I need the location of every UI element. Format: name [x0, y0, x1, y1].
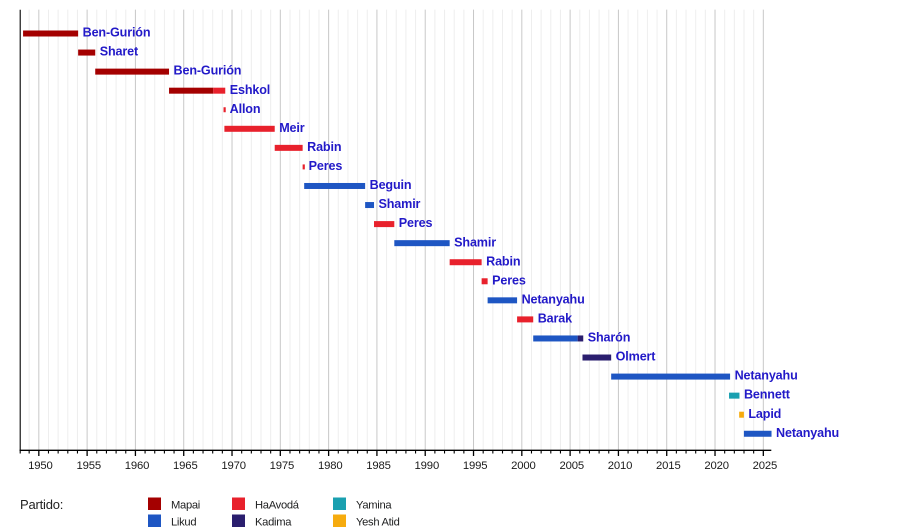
svg-text:Netanyahu: Netanyahu — [522, 292, 585, 306]
svg-text:Allon: Allon — [230, 102, 261, 116]
svg-text:Yamina: Yamina — [356, 500, 392, 512]
svg-text:1990: 1990 — [415, 460, 440, 472]
svg-text:2020: 2020 — [704, 460, 729, 472]
svg-text:Netanyahu: Netanyahu — [735, 369, 798, 383]
svg-text:1970: 1970 — [221, 460, 246, 472]
svg-text:Lapid: Lapid — [748, 407, 781, 421]
svg-text:Peres: Peres — [492, 273, 526, 287]
svg-text:1985: 1985 — [366, 460, 391, 472]
svg-text:Olmert: Olmert — [616, 350, 657, 364]
svg-text:Kadima: Kadima — [255, 517, 292, 529]
svg-text:Bennett: Bennett — [744, 388, 791, 402]
svg-text:1950: 1950 — [28, 460, 53, 472]
svg-text:1975: 1975 — [270, 460, 295, 472]
svg-text:Partido:: Partido: — [20, 497, 63, 512]
svg-text:1965: 1965 — [173, 460, 198, 472]
svg-text:Ben-Gurión: Ben-Gurión — [174, 64, 242, 78]
svg-text:2010: 2010 — [608, 460, 633, 472]
svg-text:Yesh Atid: Yesh Atid — [356, 517, 400, 529]
svg-text:Eshkol: Eshkol — [230, 83, 270, 97]
svg-text:2025: 2025 — [753, 460, 778, 472]
svg-text:1980: 1980 — [318, 460, 343, 472]
svg-text:Sharón: Sharón — [588, 331, 630, 345]
svg-text:2000: 2000 — [511, 460, 536, 472]
svg-text:2005: 2005 — [559, 460, 584, 472]
svg-text:Barak: Barak — [538, 312, 573, 326]
svg-text:Peres: Peres — [399, 216, 433, 230]
svg-text:Rabin: Rabin — [486, 254, 520, 268]
svg-text:1960: 1960 — [125, 460, 150, 472]
svg-text:Rabin: Rabin — [307, 140, 341, 154]
svg-text:2015: 2015 — [656, 460, 681, 472]
svg-text:Netanyahu: Netanyahu — [776, 426, 839, 440]
svg-text:Ben-Gurión: Ben-Gurión — [83, 26, 151, 40]
svg-text:Meir: Meir — [279, 121, 305, 135]
svg-text:Likud: Likud — [171, 517, 196, 529]
svg-text:HaAvodá: HaAvodá — [255, 500, 300, 512]
svg-text:1995: 1995 — [463, 460, 488, 472]
svg-text:Sharet: Sharet — [100, 45, 139, 59]
svg-text:1955: 1955 — [76, 460, 101, 472]
svg-text:Shamir: Shamir — [454, 235, 496, 249]
svg-text:Shamir: Shamir — [379, 197, 421, 211]
svg-text:Beguin: Beguin — [370, 178, 412, 192]
svg-text:Mapai: Mapai — [171, 500, 200, 512]
svg-text:Peres: Peres — [309, 159, 343, 173]
